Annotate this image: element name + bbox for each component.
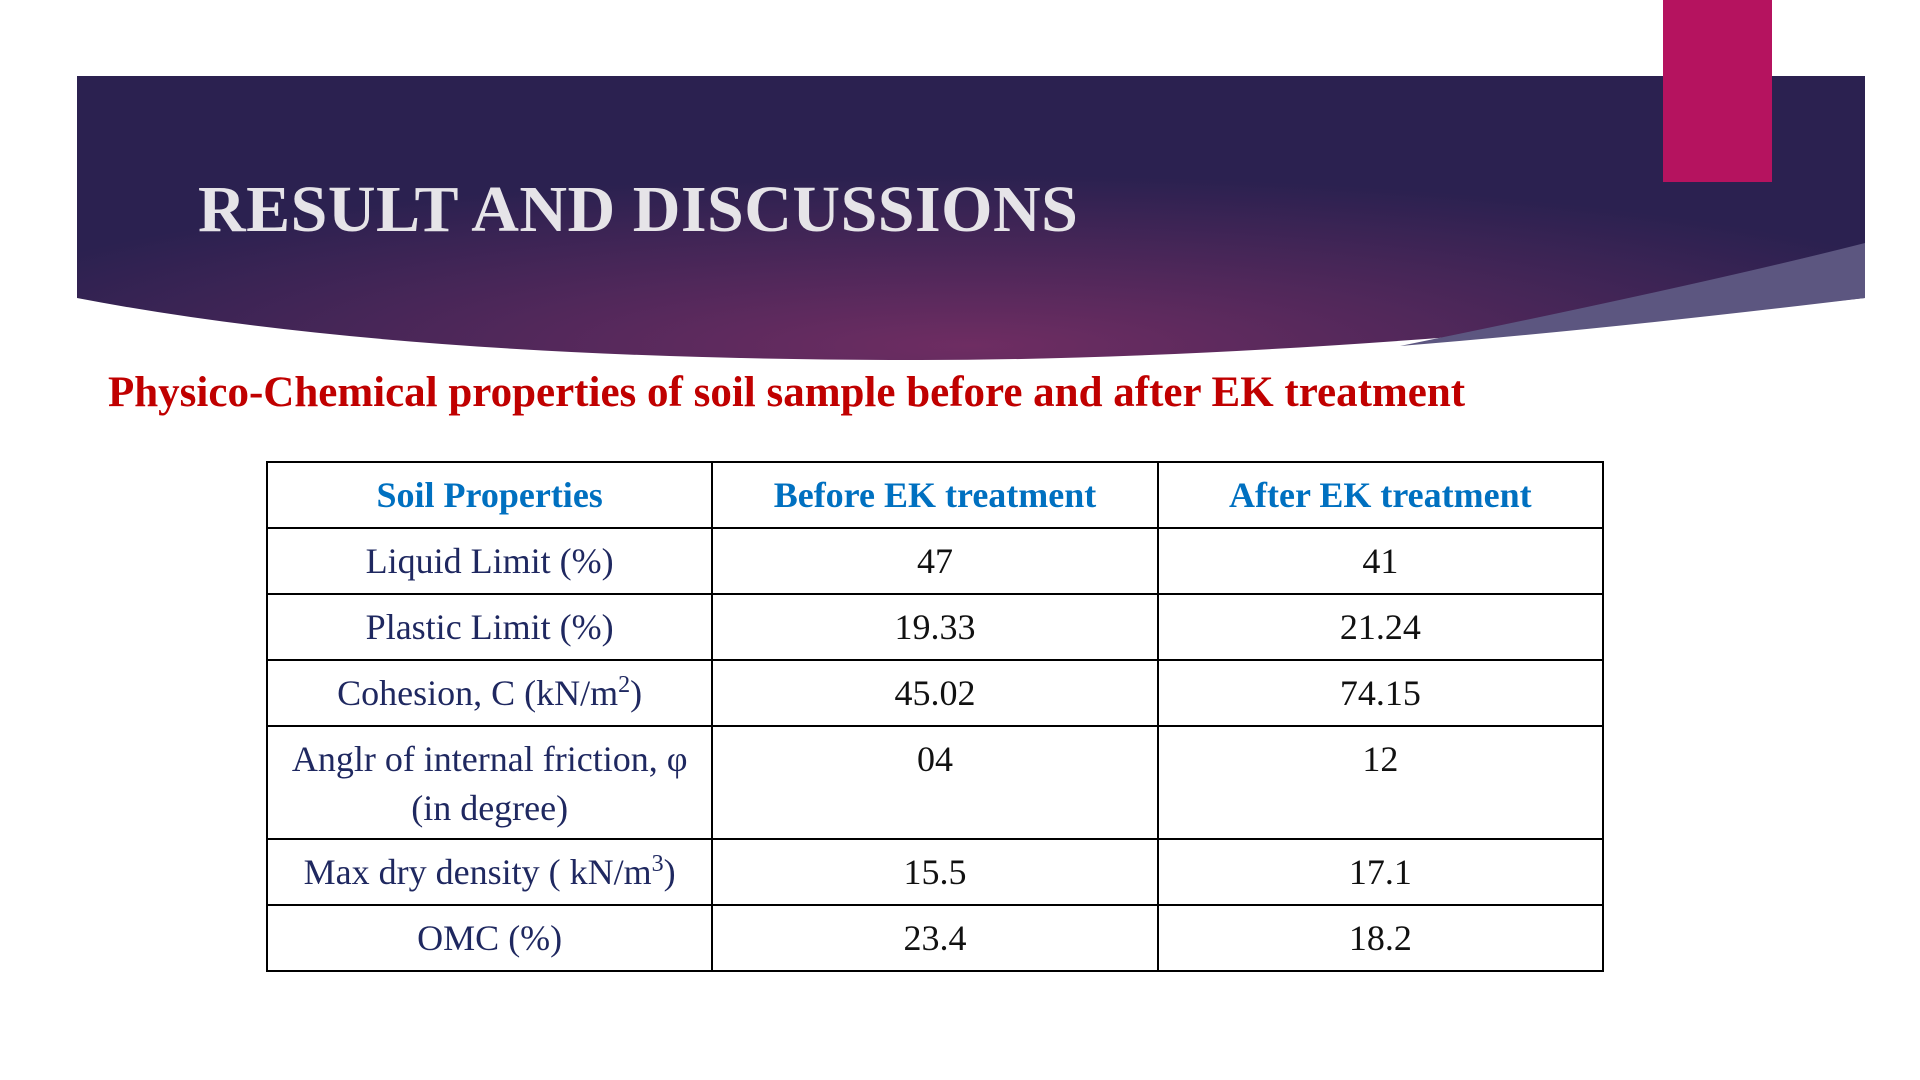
header-banner: [77, 0, 1865, 360]
column-header: Before EK treatment: [711, 461, 1159, 529]
table-row: OMC (%) 23.4 18.2: [265, 904, 1605, 973]
property-cell: Plastic Limit (%): [265, 593, 714, 661]
property-label: OMC (%): [417, 918, 563, 959]
table-row: Max dry density ( kN/m3) 15.5 17.1: [265, 838, 1605, 907]
property-label: Plastic Limit (%): [365, 607, 614, 647]
value-cell: 41: [1156, 527, 1605, 595]
table-head: Soil Properties Before EK treatment After …: [265, 461, 1605, 529]
value-cell: 17.1: [1156, 838, 1605, 907]
value-cell: 47: [711, 527, 1159, 595]
table-row: Anglr of internal friction, φ (in degree…: [265, 724, 1605, 841]
value-cell: 15.5: [711, 838, 1159, 907]
value-cell: 04: [711, 724, 1159, 841]
value-cell: 19.33: [711, 593, 1159, 661]
property-cell: Liquid Limit (%): [265, 527, 714, 595]
property-label: Cohesion, C (kN/m: [337, 673, 619, 713]
table-row: Liquid Limit (%) 47 41: [265, 527, 1605, 595]
label-suffix: ): [630, 673, 643, 713]
column-header: After EK treatment: [1156, 461, 1605, 529]
value-cell: 23.4: [711, 904, 1159, 973]
value-cell: 12: [1156, 724, 1605, 841]
property-cell: Max dry density ( kN/m3): [265, 838, 714, 907]
banner-accent: [1400, 243, 1865, 346]
property-label: Anglr of internal friction, φ (in degree…: [291, 739, 688, 828]
slide-title: RESULT AND DISCUSSIONS: [198, 173, 1079, 246]
value-cell: 18.2: [1156, 904, 1605, 973]
table-row: Plastic Limit (%) 19.33 21.24: [265, 593, 1605, 661]
unit-exponent: 3: [651, 851, 664, 878]
value-cell: 74.15: [1156, 659, 1605, 727]
value-cell: 21.24: [1156, 593, 1605, 661]
property-cell: Cohesion, C (kN/m2): [265, 659, 714, 727]
label-suffix: ): [663, 852, 676, 893]
header-row: Soil Properties Before EK treatment After …: [265, 461, 1605, 529]
properties-table: Soil Properties Before EK treatment After …: [265, 461, 1605, 973]
slide-subtitle: Physico-Chemical properties of soil samp…: [108, 369, 1466, 416]
unit-exponent: 2: [618, 672, 631, 698]
property-cell: OMC (%): [265, 904, 714, 973]
property-label: Max dry density ( kN/m: [303, 852, 652, 893]
banner-shape: [77, 76, 1865, 360]
table-body: Liquid Limit (%) 47 41 Plastic Limit (%) 19.…: [265, 527, 1605, 973]
property-cell: Anglr of internal friction, φ (in degree…: [265, 724, 714, 841]
column-header: Soil Properties: [265, 461, 714, 529]
property-label: Liquid Limit (%): [365, 541, 614, 581]
accent-block: [1663, 0, 1772, 182]
value-cell: 45.02: [711, 659, 1159, 727]
table-row: Cohesion, C (kN/m2) 45.02 74.15: [265, 659, 1605, 727]
